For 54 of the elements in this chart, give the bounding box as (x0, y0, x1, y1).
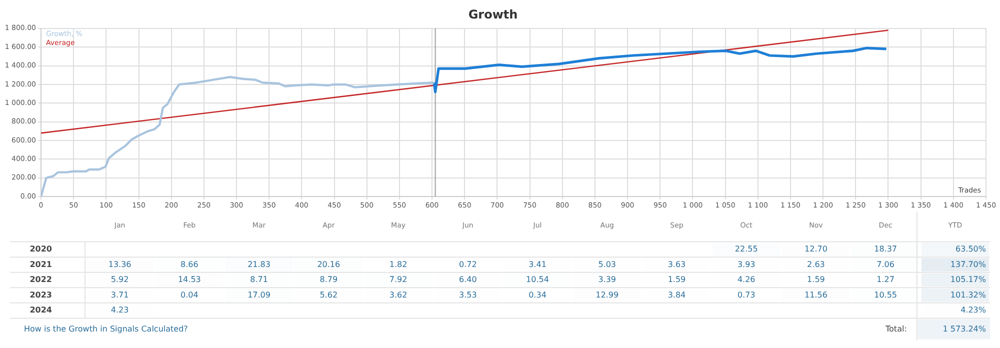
y-tick-label: 2023 (30, 290, 52, 300)
data-label: 4.23% (960, 306, 986, 315)
data-label: 3.53 (458, 290, 477, 300)
data-label: 3.71 (110, 290, 129, 300)
data-label: 4.23 (110, 306, 129, 315)
data-label: 3.39 (598, 275, 616, 284)
chart-title: Growth (468, 7, 518, 22)
data-label: 7.06 (876, 260, 894, 269)
text: Total: (884, 324, 907, 334)
data-label: 5.62 (320, 290, 338, 300)
y-tick-label: 2021 (30, 260, 52, 269)
data-label: 0.73 (737, 290, 756, 300)
data-label: 1.82 (389, 260, 408, 269)
data-label: 1.59 (668, 275, 686, 284)
data-label: 12.99 (596, 290, 619, 300)
data-label: 1.59 (807, 275, 825, 284)
data-label: 14.53 (178, 275, 201, 284)
data-label: 5.92 (110, 275, 129, 284)
y-tick-label: 2020 (30, 244, 52, 254)
data-label: 12.70 (804, 244, 828, 254)
data-label: 0.34 (528, 290, 546, 300)
data-label: 63.50% (955, 244, 986, 254)
data-label: 6.40 (458, 275, 477, 284)
data-label: 8.71 (250, 275, 268, 284)
data-label: 10.55 (874, 290, 898, 300)
data-label: 137.70% (950, 260, 986, 269)
data-label: 3.84 (668, 290, 686, 300)
data-label: 3.63 (668, 260, 686, 269)
data-label: 1.27 (876, 275, 894, 284)
data-label: 0.04 (180, 290, 198, 300)
text: How is the Growth in Signals Calculated? (24, 324, 188, 334)
data-label: 0.72 (458, 260, 477, 269)
data-label: 7.92 (389, 275, 408, 284)
data-label: 21.83 (248, 260, 270, 269)
y-tick-label: 2022 (30, 275, 52, 284)
data-label: 5.03 (598, 260, 616, 269)
text: 1 573.24% (942, 324, 986, 334)
data-label: 18.37 (874, 244, 898, 254)
data-label: 101.32% (950, 290, 986, 300)
data-label: 8.79 (320, 275, 338, 284)
data-label: 8.66 (180, 260, 198, 269)
data-label: 22.55 (734, 244, 758, 254)
data-label: 2.63 (807, 260, 825, 269)
data-label: 20.16 (317, 260, 340, 269)
data-label: 4.26 (737, 275, 756, 284)
data-label: 105.17% (950, 275, 986, 284)
data-label: 3.93 (737, 260, 756, 269)
data-label: 11.56 (804, 290, 828, 300)
data-label: 17.09 (248, 290, 270, 300)
data-label: 10.54 (526, 275, 549, 284)
data-label: 13.36 (108, 260, 132, 269)
data-label: 3.62 (389, 290, 408, 300)
data-label: 3.41 (528, 260, 546, 269)
y-tick-label: 2024 (30, 306, 52, 315)
